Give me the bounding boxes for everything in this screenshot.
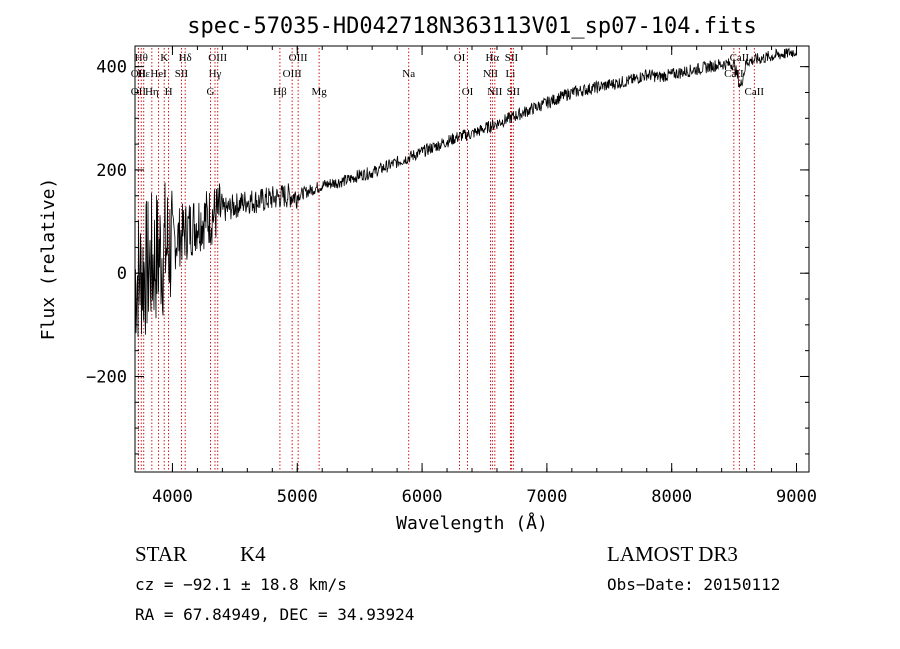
x-tick-label-2: 6000 <box>402 487 443 507</box>
x-tick-label-1: 5000 <box>277 487 318 507</box>
line-label-23: Li <box>506 68 516 80</box>
spectrum-layer <box>134 47 797 337</box>
object-class: STAR <box>135 542 187 566</box>
y-axis-label: Flux (relative) <box>38 178 59 341</box>
y-tick-label-1: 0 <box>117 264 127 284</box>
y-tick-label-3: 400 <box>96 58 127 78</box>
line-label-8: Hδ <box>179 52 192 64</box>
line-label-10: OIII <box>208 52 227 64</box>
line-label-16: Mg <box>311 86 327 98</box>
line-label-5: K <box>160 52 168 64</box>
line-label-27: CaII <box>724 68 744 80</box>
x-axis-ticks: 4000 5000 6000 7000 8000 9000 <box>152 46 817 507</box>
line-label-20: Hα <box>485 52 499 64</box>
line-label-25: SII <box>507 86 521 98</box>
line-label-18: OI <box>454 52 466 64</box>
spectrum-line <box>134 47 797 337</box>
line-label-12: G <box>207 86 215 98</box>
y-tick-label-2: 200 <box>96 161 127 181</box>
sky-coordinates: RA = 67.84949, DEC = 34.93924 <box>135 605 414 624</box>
observation-date: Obs−Date: 20150112 <box>607 575 780 594</box>
line-label-4: Hη <box>145 86 159 98</box>
x-tick-label-5: 9000 <box>776 487 817 507</box>
survey-name: LAMOST DR3 <box>607 542 738 566</box>
x-tick-label-0: 4000 <box>152 487 193 507</box>
chart-title: spec-57035-HD042718N363113V01_sp07-104.f… <box>187 14 757 39</box>
redshift-velocity: cz = −92.1 ± 18.8 km/s <box>135 575 347 594</box>
y-axis-ticks: −200 0 200 400 <box>86 58 809 455</box>
line-label-24: NII <box>487 86 503 98</box>
y-tick-label-0: −200 <box>86 367 127 387</box>
object-subclass: K4 <box>240 542 266 566</box>
line-label-13: Hβ <box>273 86 287 98</box>
x-tick-label-4: 8000 <box>651 487 692 507</box>
line-label-9: SII <box>175 68 189 80</box>
line-label-14: OIII <box>289 52 308 64</box>
line-label-7: H <box>165 86 173 98</box>
x-axis-label: Wavelength (Å) <box>396 512 548 534</box>
plot-frame <box>134 45 810 473</box>
line-label-22: NII <box>483 68 499 80</box>
line-label-28: CaII <box>745 86 765 98</box>
x-tick-label-3: 7000 <box>526 487 567 507</box>
line-label-17: Na <box>402 68 415 80</box>
line-label-2: Hθ <box>135 52 148 64</box>
line-label-3: Hε <box>137 68 150 80</box>
line-label-11: Hγ <box>209 68 222 80</box>
line-label-6: HeI <box>150 68 167 80</box>
line-label-19: OI <box>462 86 474 98</box>
line-label-15: OIII <box>283 68 302 80</box>
line-label-21: SII <box>505 52 519 64</box>
